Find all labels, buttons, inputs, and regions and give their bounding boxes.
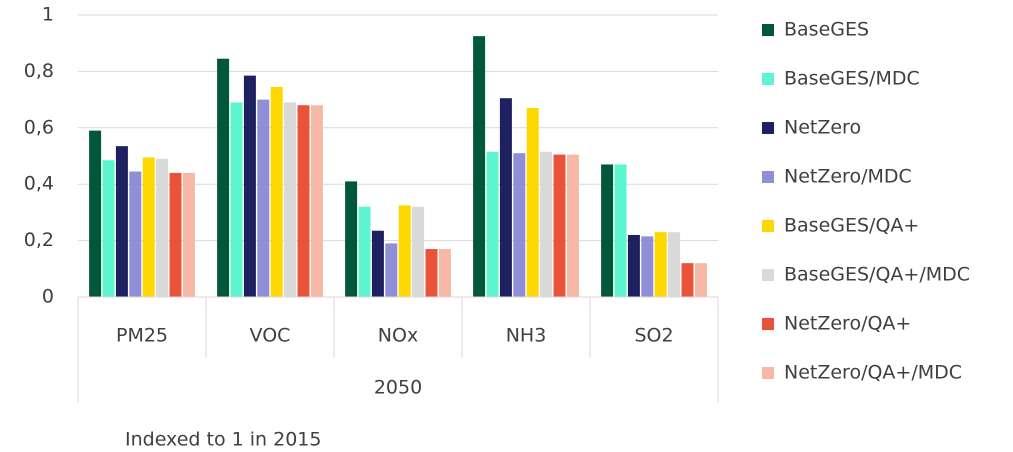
bar bbox=[438, 249, 451, 297]
bar bbox=[156, 158, 169, 297]
x-tick-label: PM25 bbox=[116, 325, 168, 347]
legend-swatch bbox=[762, 220, 774, 232]
bar bbox=[385, 243, 398, 297]
bar bbox=[566, 154, 579, 297]
legend-label: NetZero/MDC bbox=[784, 166, 912, 188]
category-group-label: 2050 bbox=[374, 377, 422, 399]
bar bbox=[473, 36, 486, 298]
legend-swatch bbox=[762, 122, 774, 134]
bar bbox=[371, 230, 384, 297]
bar bbox=[694, 263, 707, 297]
bar bbox=[601, 164, 614, 297]
bar bbox=[297, 105, 310, 298]
bar bbox=[115, 146, 128, 297]
x-tick-label: NOx bbox=[378, 325, 418, 347]
legend-swatch bbox=[762, 367, 774, 379]
legend-label: NetZero/QA+/MDC bbox=[784, 362, 962, 384]
bar bbox=[553, 154, 566, 297]
bar bbox=[270, 86, 283, 297]
y-tick-label: 0,4 bbox=[24, 173, 54, 195]
legend-swatch bbox=[762, 24, 774, 36]
legend-label: BaseGES/MDC bbox=[784, 68, 920, 90]
bar bbox=[102, 160, 115, 297]
legend-label: NetZero/QA+ bbox=[784, 313, 911, 335]
bar bbox=[182, 172, 195, 297]
bar bbox=[614, 164, 627, 297]
bar bbox=[681, 263, 694, 297]
x-tick-label: NH3 bbox=[506, 325, 547, 347]
bar bbox=[310, 105, 323, 298]
bar bbox=[129, 171, 142, 297]
note: Indexed to 1 in 2015 bbox=[125, 429, 321, 451]
legend-swatch bbox=[762, 318, 774, 330]
bar bbox=[345, 181, 358, 297]
legend-label: NetZero bbox=[784, 117, 861, 139]
legend-swatch bbox=[762, 73, 774, 85]
bar bbox=[513, 153, 526, 297]
legend-label: BaseGES/QA+/MDC bbox=[784, 264, 970, 286]
bar bbox=[358, 206, 371, 297]
bar bbox=[486, 151, 499, 297]
bar bbox=[627, 234, 640, 297]
bar bbox=[668, 232, 681, 297]
bar bbox=[217, 58, 230, 298]
bar bbox=[284, 102, 297, 297]
bar bbox=[641, 236, 654, 297]
y-tick-label: 0,6 bbox=[24, 116, 54, 138]
bar bbox=[398, 205, 411, 297]
bar bbox=[654, 232, 667, 297]
y-tick-label: 0,2 bbox=[24, 229, 54, 251]
legend-label: BaseGES bbox=[784, 19, 869, 41]
bar bbox=[142, 157, 155, 297]
x-tick-label: SO2 bbox=[634, 325, 673, 347]
bar bbox=[257, 99, 270, 297]
legend-swatch bbox=[762, 171, 774, 183]
bar bbox=[425, 249, 438, 297]
bar bbox=[89, 130, 102, 297]
x-tick-label: VOC bbox=[250, 325, 291, 347]
legend-swatch bbox=[762, 269, 774, 281]
bar bbox=[540, 151, 553, 297]
y-tick-label: 1 bbox=[42, 4, 54, 26]
bar bbox=[499, 98, 512, 297]
bar bbox=[412, 206, 425, 297]
bar bbox=[526, 108, 539, 297]
y-tick-label: 0 bbox=[42, 286, 54, 308]
bar bbox=[169, 172, 182, 297]
y-tick-label: 0,8 bbox=[24, 60, 54, 82]
bar bbox=[230, 102, 243, 297]
legend-label: BaseGES/QA+ bbox=[784, 215, 919, 237]
bar bbox=[243, 75, 256, 297]
